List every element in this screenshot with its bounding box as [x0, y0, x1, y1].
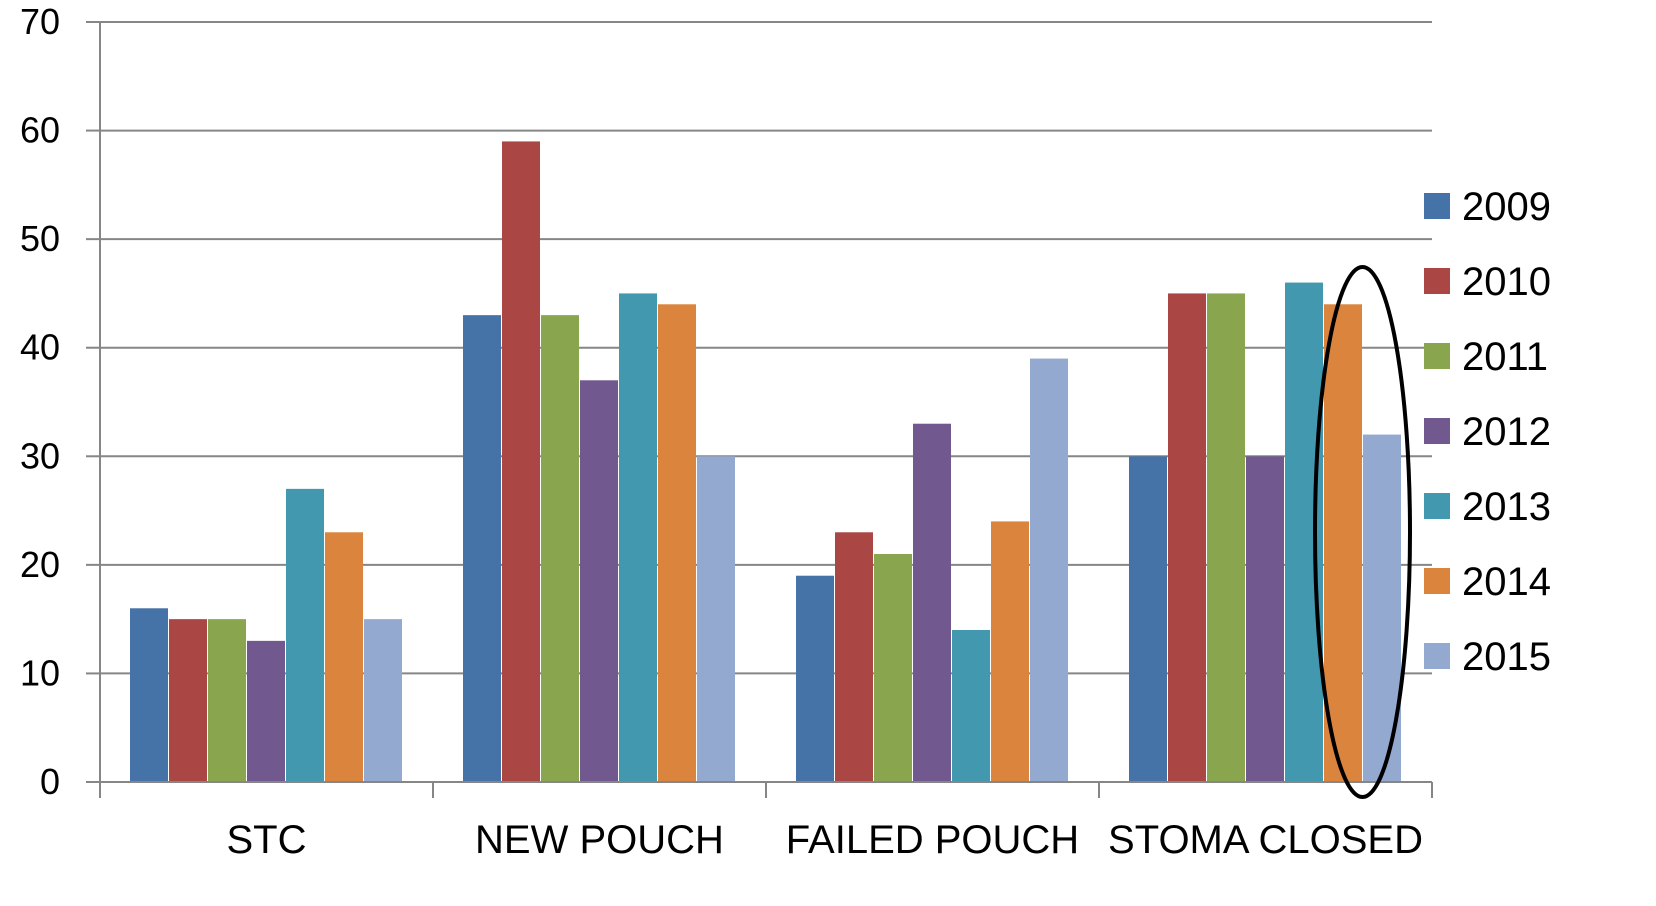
bar-2014-new-pouch [658, 304, 696, 782]
bar-2010-new-pouch [502, 141, 540, 782]
legend-label: 2014 [1462, 560, 1551, 604]
bar-2013-new-pouch [619, 293, 657, 782]
bar-2015-failed-pouch [1030, 358, 1068, 782]
axes [86, 21, 1433, 798]
bar-2009-stc [130, 608, 168, 782]
y-tick-label: 60 [20, 110, 60, 151]
legend-label: 2009 [1462, 185, 1551, 229]
highlight-ellipse [1313, 265, 1412, 799]
y-axis-tick-labels: 0 10 20 30 40 50 60 70 [20, 1, 60, 802]
legend-swatch [1424, 643, 1450, 669]
bar-2009-stoma-closed [1129, 456, 1167, 782]
bar-2010-stoma-closed [1168, 293, 1206, 782]
legend-label: 2012 [1462, 410, 1551, 454]
bar-2012-stc [247, 640, 285, 782]
bar-2009-failed-pouch [796, 575, 834, 782]
y-tick-label: 10 [20, 652, 60, 693]
legend-swatch [1424, 418, 1450, 444]
bar-2013-stc [286, 488, 324, 782]
bar-2014-stc [325, 532, 363, 782]
legend-label: 2015 [1462, 635, 1551, 679]
legend: 2009 2010 2011 2012 2013 2014 2015 [1424, 185, 1551, 679]
bar-2009-new-pouch [463, 315, 501, 782]
y-tick-label: 20 [20, 544, 60, 585]
bar-2010-failed-pouch [835, 532, 873, 782]
bar-2013-failed-pouch [952, 630, 990, 782]
bar-2015-new-pouch [697, 456, 735, 782]
bar-2014-failed-pouch [991, 521, 1029, 782]
legend-swatch [1424, 268, 1450, 294]
legend-label: 2010 [1462, 260, 1551, 304]
annotations [1313, 265, 1412, 799]
bar-2015-stc [364, 619, 402, 782]
bar-2012-failed-pouch [913, 423, 951, 782]
bar-2013-stoma-closed [1285, 282, 1323, 782]
legend-label: 2013 [1462, 485, 1551, 529]
bar-2012-stoma-closed [1246, 456, 1284, 782]
legend-swatch [1424, 568, 1450, 594]
x-axis-category-labels: STC NEW POUCH FAILED POUCH STOMA CLOSED [227, 818, 1423, 862]
bar-2010-stc [169, 619, 207, 782]
y-tick-label: 0 [40, 761, 60, 802]
x-category-label: STC [227, 818, 307, 862]
bar-2011-failed-pouch [874, 554, 912, 782]
y-tick-label: 40 [20, 327, 60, 368]
y-tick-label: 30 [20, 435, 60, 476]
bar-2012-new-pouch [580, 380, 618, 782]
legend-swatch [1424, 493, 1450, 519]
bar-2014-stoma-closed [1324, 304, 1362, 782]
x-category-label: FAILED POUCH [786, 818, 1079, 862]
bar-2011-stoma-closed [1207, 293, 1245, 782]
y-tick-label: 70 [20, 1, 60, 42]
bar-2011-new-pouch [541, 315, 579, 782]
x-category-label: NEW POUCH [475, 818, 724, 862]
legend-swatch [1424, 193, 1450, 219]
bar-2011-stc [208, 619, 246, 782]
y-tick-label: 50 [20, 218, 60, 259]
legend-swatch [1424, 343, 1450, 369]
x-category-label: STOMA CLOSED [1108, 818, 1423, 862]
legend-label: 2011 [1462, 335, 1548, 379]
bars [130, 141, 1401, 782]
